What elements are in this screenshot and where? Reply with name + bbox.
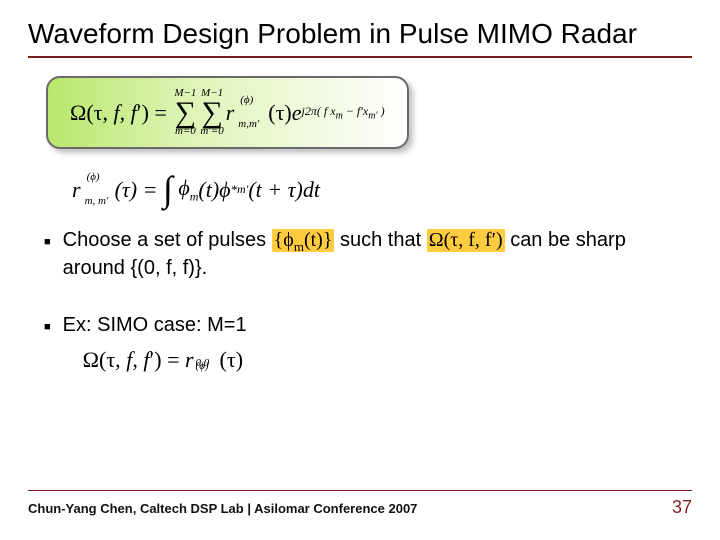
highlight-pulses: {ϕm(t)} xyxy=(272,229,335,252)
highlight-omega: Ω(τ, f, f′) xyxy=(427,229,505,252)
footer: Chun-Yang Chen, Caltech DSP Lab | Asilom… xyxy=(28,490,692,518)
title-rule xyxy=(28,56,692,58)
bullet-1: ■ Choose a set of pulses {ϕm(t)} such th… xyxy=(44,227,692,283)
sum-2: M−1 ∑ m′=0 xyxy=(200,88,223,137)
slide-title: Waveform Design Problem in Pulse MIMO Ra… xyxy=(28,18,692,50)
bullet-2: ■ Ex: SIMO case: M=1 Ω(τ, f, f′) = r(ϕ)0… xyxy=(44,312,692,375)
main-equation-box: Ω(τ, f, f′) = M−1 ∑ m=0 M−1 ∑ m′=0 r (ϕ)… xyxy=(46,76,409,149)
footer-attribution: Chun-Yang Chen, Caltech DSP Lab | Asilom… xyxy=(28,501,417,516)
footer-rule xyxy=(28,490,692,491)
main-equation: Ω(τ, f, f′) = M−1 ∑ m=0 M−1 ∑ m′=0 r (ϕ)… xyxy=(70,88,385,137)
bullet-square-icon: ■ xyxy=(44,320,51,375)
slide: Waveform Design Problem in Pulse MIMO Ra… xyxy=(0,0,720,540)
correlation-equation: r (ϕ) m, m′ (τ) = ∫ ϕm(t) ϕ*m′ (t + τ)dt xyxy=(72,175,692,204)
page-number: 37 xyxy=(672,497,692,518)
bullet-list: ■ Choose a set of pulses {ϕm(t)} such th… xyxy=(28,227,692,375)
bullet-square-icon: ■ xyxy=(44,235,51,283)
sum-1: M−1 ∑ m=0 xyxy=(174,88,196,137)
